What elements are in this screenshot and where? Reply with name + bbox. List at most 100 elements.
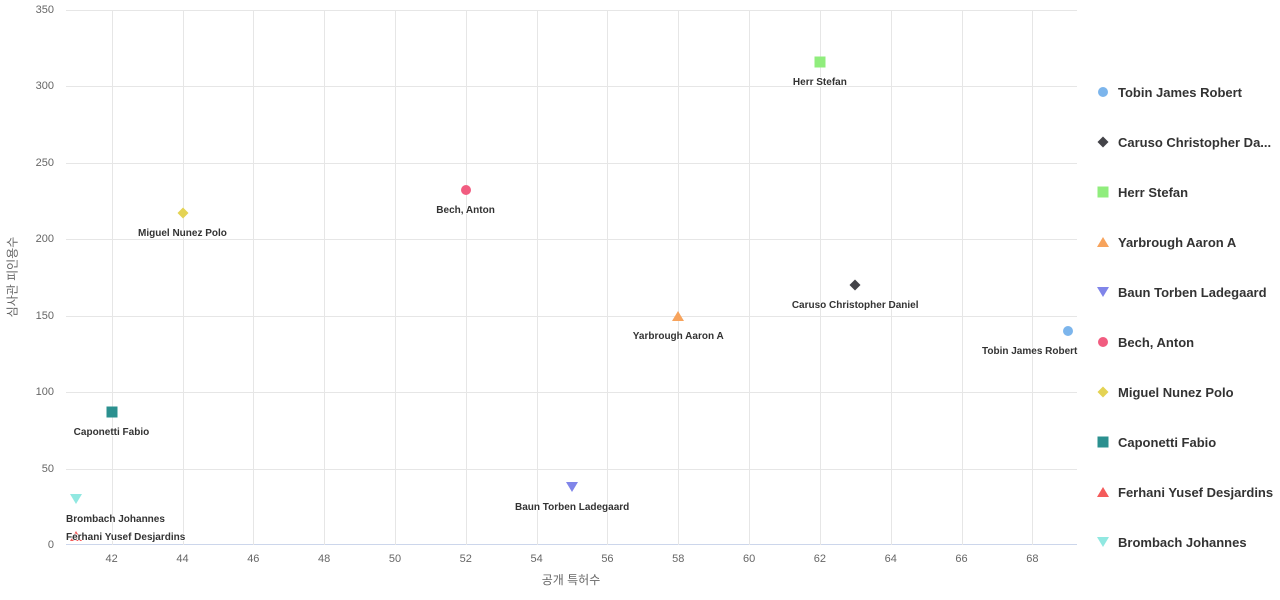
scatter-point-caponetti-fabio[interactable] xyxy=(105,405,119,419)
point-label-brombach-johannes: Brombach Johannes xyxy=(66,514,165,526)
y-axis-tick-label: 250 xyxy=(35,156,54,169)
gridline-vertical xyxy=(394,10,396,545)
legend-item-label: Tobin James Robert xyxy=(1118,84,1243,100)
x-axis-tick-label: 56 xyxy=(601,553,614,565)
gridline-vertical xyxy=(324,10,326,545)
legend-item-label: Baun Torben Ladegaard xyxy=(1118,284,1267,300)
y-axis-tick-label: 150 xyxy=(35,309,54,322)
x-axis-line xyxy=(66,544,1077,545)
legend-item-label: Herr Stefan xyxy=(1118,184,1189,200)
marker-square-icon xyxy=(106,406,118,418)
legend: Tobin James Robert Caruso Christopher Da.… xyxy=(1096,80,1273,580)
gridline-vertical xyxy=(1032,10,1034,545)
gridline-vertical xyxy=(182,10,184,545)
point-label-yarbrough-aaron-a: Yarbrough Aaron A xyxy=(632,330,724,342)
scatter-point-caruso-christopher-daniel[interactable] xyxy=(848,278,862,292)
gridline-vertical xyxy=(607,10,609,545)
marker-square-icon xyxy=(814,56,826,68)
point-label-baun-torben-ladegaard: Baun Torben Ladegaard xyxy=(515,501,630,513)
y-axis-title: 심사관 피인용수 xyxy=(5,236,20,318)
legend-item-label: Caruso Christopher Da... xyxy=(1118,134,1272,150)
legend-item-label: Brombach Johannes xyxy=(1118,534,1247,550)
point-label-herr-stefan: Herr Stefan xyxy=(792,76,847,88)
gridline-vertical xyxy=(819,10,821,545)
marker-diamond-icon xyxy=(177,207,188,219)
gridline-vertical xyxy=(678,10,680,545)
scatter-point-bech-anton[interactable] xyxy=(459,183,473,197)
y-axis-tick-label: 200 xyxy=(35,233,54,246)
gridline-vertical xyxy=(465,10,467,545)
scatter-point-miguel-nunez-polo[interactable] xyxy=(176,206,190,220)
gridline-vertical xyxy=(253,10,255,545)
marker-triangle-down-icon xyxy=(70,494,83,505)
x-axis-tick-label: 50 xyxy=(388,553,402,565)
gridline-vertical xyxy=(961,10,963,545)
legend-marker-circle-icon xyxy=(1098,87,1108,97)
marker-diamond-icon xyxy=(849,279,861,291)
legend-item-label: Caponetti Fabio xyxy=(1118,434,1217,450)
x-axis-tick-label: 68 xyxy=(1026,553,1039,565)
scatter-point-ferhani-yusef-desjardins[interactable] xyxy=(69,529,83,543)
legend-item-label: Yarbrough Aaron A xyxy=(1118,234,1237,250)
scatter-point-yarbrough-aaron-a[interactable] xyxy=(671,309,685,323)
y-axis-tick-label: 350 xyxy=(35,4,54,16)
gridline-horizontal xyxy=(66,239,1077,241)
legend-marker-square-icon xyxy=(1097,436,1109,448)
x-axis-tick-label: 52 xyxy=(459,553,472,565)
gridline-vertical xyxy=(749,10,751,545)
marker-triangle-icon xyxy=(672,310,685,321)
legend-item-tobin-james-robert[interactable]: Tobin James Robert xyxy=(1096,80,1273,104)
x-axis-tick-label: 54 xyxy=(530,553,543,565)
x-axis-tick-label: 60 xyxy=(742,553,756,565)
legend-item-brombach-johannes[interactable]: Brombach Johannes xyxy=(1096,530,1273,554)
legend-item-miguel-nunez-polo[interactable]: Miguel Nunez Polo xyxy=(1096,380,1273,404)
x-axis-tick-label: 62 xyxy=(813,553,827,565)
point-label-caruso-christopher-daniel: Caruso Christopher Daniel xyxy=(791,300,919,312)
legend-item-caruso-christopher-daniel[interactable]: Caruso Christopher Da... xyxy=(1096,130,1273,154)
x-axis-tick-label: 58 xyxy=(672,553,685,565)
marker-triangle-icon xyxy=(70,530,83,541)
legend-item-yarbrough-aaron-a[interactable]: Yarbrough Aaron A xyxy=(1096,230,1273,254)
point-label-miguel-nunez-polo: Miguel Nunez Polo xyxy=(138,228,227,240)
legend-item-baun-torben-ladegaard[interactable]: Baun Torben Ladegaard xyxy=(1096,280,1273,304)
y-axis-tick-label: 100 xyxy=(35,386,54,399)
scatter-point-tobin-james-robert[interactable] xyxy=(1061,324,1075,338)
x-axis-tick-label: 44 xyxy=(176,553,189,565)
gridline-horizontal xyxy=(66,86,1077,88)
legend-marker-diamond-icon xyxy=(1097,386,1109,398)
gridline-horizontal xyxy=(66,468,1077,470)
legend-item-ferhani-yusef-desjardins[interactable]: Ferhani Yusef Desjardins xyxy=(1096,480,1273,504)
y-axis-tick-label: 0 xyxy=(47,539,54,551)
point-label-ferhani-yusef-desjardins: Ferhani Yusef Desjardins xyxy=(66,532,186,543)
legend-marker-triangle-down-icon xyxy=(1097,537,1109,547)
plot-area: Tobin James Robert Caruso Christopher Dan… xyxy=(66,10,1077,545)
marker-circle-icon xyxy=(1062,326,1073,336)
scatter-point-baun-torben-ladegaard[interactable] xyxy=(565,480,579,494)
legend-item-label: Bech, Anton xyxy=(1118,334,1195,350)
legend-item-caponetti-fabio[interactable]: Caponetti Fabio xyxy=(1096,430,1273,454)
point-label-tobin-james-robert: Tobin James Robert xyxy=(982,346,1078,357)
scatter-point-herr-stefan[interactable] xyxy=(813,55,827,69)
marker-triangle-down-icon xyxy=(566,481,579,492)
x-axis-title: 공개 특허수 xyxy=(541,573,601,587)
legend-marker-triangle-icon xyxy=(1097,487,1109,497)
gridline-horizontal xyxy=(66,392,1077,394)
scatter-point-brombach-johannes[interactable] xyxy=(69,492,83,506)
gridline-vertical xyxy=(111,10,113,545)
gridline-vertical xyxy=(536,10,538,545)
legend-item-herr-stefan[interactable]: Herr Stefan xyxy=(1096,180,1273,204)
gridline-horizontal xyxy=(66,10,1077,11)
legend-item-bech-anton[interactable]: Bech, Anton xyxy=(1096,330,1273,354)
legend-marker-triangle-down-icon xyxy=(1097,287,1109,297)
point-label-bech-anton: Bech, Anton xyxy=(436,205,495,217)
gridline-horizontal xyxy=(66,162,1077,164)
x-axis-tick-label: 48 xyxy=(318,553,331,565)
legend-item-label: Ferhani Yusef Desjardins xyxy=(1118,484,1274,500)
x-axis-tick-label: 46 xyxy=(247,553,260,565)
x-axis-tick-label: 42 xyxy=(105,553,118,565)
y-axis-tick-label: 300 xyxy=(35,80,54,93)
x-axis-tick-label: 66 xyxy=(955,553,968,565)
legend-marker-diamond-icon xyxy=(1097,136,1109,148)
point-label-caponetti-fabio: Caponetti Fabio xyxy=(73,427,150,438)
